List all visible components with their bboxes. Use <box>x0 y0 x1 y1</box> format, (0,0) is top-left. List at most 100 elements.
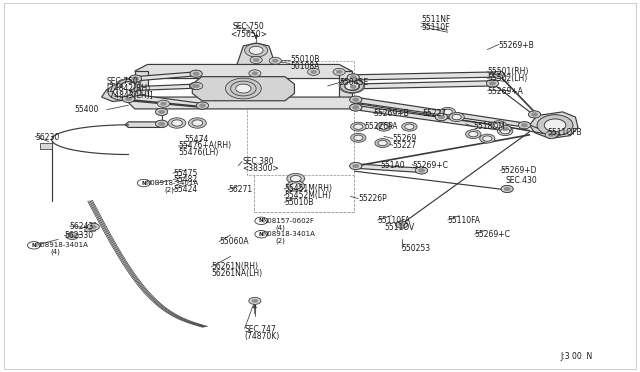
Text: 55269+B: 55269+B <box>374 109 410 118</box>
Polygon shape <box>125 122 167 128</box>
Text: 56243: 56243 <box>70 221 94 231</box>
Text: 55226P: 55226P <box>358 194 387 203</box>
Circle shape <box>193 84 198 88</box>
Text: 551A0: 551A0 <box>380 161 404 170</box>
Polygon shape <box>135 64 352 78</box>
Circle shape <box>353 164 359 168</box>
Text: [74842(RH): [74842(RH) <box>107 84 151 93</box>
Circle shape <box>486 80 499 87</box>
Text: 550253: 550253 <box>402 244 431 253</box>
Circle shape <box>272 59 278 62</box>
Text: 5511OFB: 5511OFB <box>547 128 582 137</box>
Circle shape <box>250 57 262 64</box>
Circle shape <box>440 108 456 116</box>
Text: 55110FA: 55110FA <box>378 216 410 225</box>
Circle shape <box>156 120 168 127</box>
Polygon shape <box>192 77 294 101</box>
Circle shape <box>310 70 317 74</box>
Circle shape <box>159 110 164 113</box>
Circle shape <box>349 104 362 111</box>
Circle shape <box>253 58 259 62</box>
Circle shape <box>483 136 492 141</box>
Circle shape <box>544 119 566 131</box>
Circle shape <box>548 133 554 137</box>
Circle shape <box>518 122 531 129</box>
Text: N0B918-3401A: N0B918-3401A <box>145 180 198 186</box>
Text: J:3 00  N: J:3 00 N <box>560 352 593 361</box>
Circle shape <box>87 223 99 230</box>
Circle shape <box>522 124 527 127</box>
Circle shape <box>200 104 205 108</box>
Circle shape <box>494 122 504 128</box>
Circle shape <box>291 176 301 182</box>
Circle shape <box>375 138 390 147</box>
Circle shape <box>399 223 404 226</box>
Text: 55226PA: 55226PA <box>365 122 398 131</box>
Circle shape <box>156 120 168 127</box>
Circle shape <box>69 234 76 238</box>
Circle shape <box>287 181 305 191</box>
Text: 55227: 55227 <box>393 141 417 150</box>
Text: 55110FA: 55110FA <box>448 216 481 225</box>
Text: 50108A: 50108A <box>290 62 319 71</box>
Circle shape <box>537 115 573 136</box>
Circle shape <box>351 122 366 131</box>
Text: (74870K): (74870K) <box>244 332 280 341</box>
Text: N08918-3401A: N08918-3401A <box>35 242 88 248</box>
Circle shape <box>122 95 134 102</box>
Text: N: N <box>259 232 264 237</box>
Circle shape <box>244 44 268 57</box>
Polygon shape <box>342 78 355 92</box>
Circle shape <box>255 231 268 238</box>
Circle shape <box>415 167 428 174</box>
Text: SEC.430: SEC.430 <box>505 176 537 185</box>
Circle shape <box>353 106 359 109</box>
Circle shape <box>249 46 263 54</box>
Polygon shape <box>40 143 52 149</box>
Circle shape <box>125 97 131 101</box>
Text: <75650>: <75650> <box>230 29 267 39</box>
Text: SEC.750: SEC.750 <box>232 22 264 31</box>
Circle shape <box>347 83 359 90</box>
Circle shape <box>350 85 356 89</box>
Circle shape <box>349 104 362 111</box>
Circle shape <box>196 102 209 109</box>
Text: (2): (2) <box>164 186 174 193</box>
Text: N08918-3401A: N08918-3401A <box>262 231 316 237</box>
Circle shape <box>122 82 135 90</box>
Circle shape <box>350 85 356 89</box>
Circle shape <box>193 72 199 76</box>
Circle shape <box>502 127 508 131</box>
Circle shape <box>491 121 506 130</box>
Circle shape <box>132 77 138 80</box>
Circle shape <box>532 113 538 116</box>
Circle shape <box>438 115 444 119</box>
Circle shape <box>396 221 408 228</box>
Circle shape <box>129 75 141 82</box>
Circle shape <box>466 130 481 138</box>
Circle shape <box>435 113 447 121</box>
Circle shape <box>340 79 364 93</box>
Circle shape <box>114 87 131 97</box>
Circle shape <box>550 132 556 136</box>
Circle shape <box>159 122 164 125</box>
Text: 5511OV: 5511OV <box>384 223 414 232</box>
Circle shape <box>350 76 356 79</box>
Circle shape <box>501 186 513 192</box>
Polygon shape <box>355 164 424 173</box>
Circle shape <box>347 83 359 90</box>
Text: (2): (2) <box>275 238 285 244</box>
Circle shape <box>189 83 202 89</box>
Circle shape <box>200 104 205 108</box>
Text: 55451M(RH): 55451M(RH) <box>284 185 332 193</box>
Circle shape <box>353 106 359 109</box>
Circle shape <box>122 95 134 102</box>
Text: 55045E: 55045E <box>339 78 368 87</box>
Circle shape <box>376 122 392 131</box>
Text: 55269+C: 55269+C <box>474 230 511 239</box>
Text: 55269+D: 55269+D <box>500 166 536 175</box>
Circle shape <box>502 127 508 131</box>
Circle shape <box>449 113 465 122</box>
Text: 55269+B: 55269+B <box>499 41 534 50</box>
Circle shape <box>236 84 251 93</box>
